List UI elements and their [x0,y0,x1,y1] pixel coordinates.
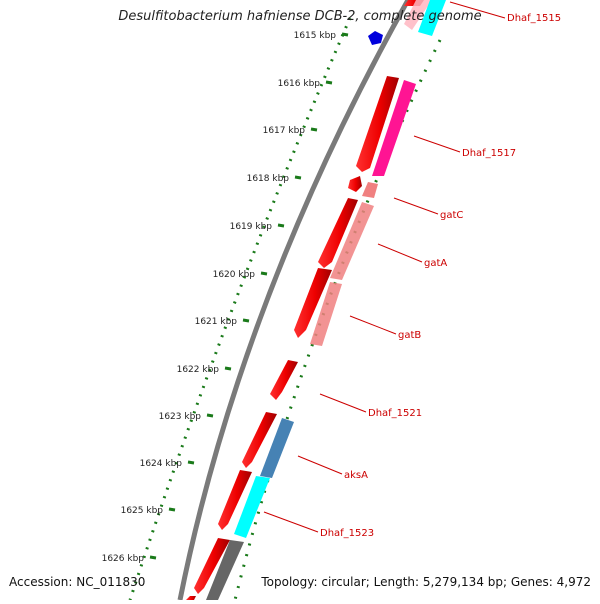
scale-tick-mark [149,555,157,560]
feature-next-cds-1[interactable] [194,538,230,594]
feature-dhaf-1523-outer[interactable] [234,476,270,538]
scale-tick-label: 1617 kbp [263,126,306,136]
gene-label[interactable]: gatA [424,258,447,269]
gene-callout-line [413,135,461,153]
scale-tick-label: 1625 kbp [121,506,164,516]
scale-tick-label: 1624 kbp [140,459,183,469]
gene-label[interactable]: gatB [398,330,421,341]
gene-callout-line [393,197,439,215]
scale-tick-mark [206,413,214,418]
scale-ticks: 1615 kbp 1616 kbp 1617 kbp 1618 kbp 1619 kbp… [102,31,349,564]
map-title: Desulfitobacterium hafniense DCB-2, comp… [118,9,482,24]
scale-tick-label: 1621 kbp [195,317,238,327]
scale-tick-mark [168,507,176,512]
scale-tick-label: 1619 kbp [230,222,273,232]
feature-dhaf-1523-cds[interactable] [218,470,252,530]
scale-tick-label: 1616 kbp [278,79,321,89]
feature-next-cds-2[interactable] [186,596,196,600]
scale-tick-label: 1618 kbp [247,174,290,184]
feature-gatc-outer[interactable] [362,182,378,198]
feature-gata-cds[interactable] [318,198,358,268]
gene-callouts: Dhaf_1515 Dhaf_1517 gatC gatA gatB Dhaf_1521a… [263,1,561,539]
scale-tick-label: 1623 kbp [159,412,202,422]
gene-callout-line [297,455,343,475]
scale-tick-mark [310,127,318,132]
feature-gray-outer[interactable] [206,540,244,600]
feature-aksa-outer[interactable] [260,418,294,478]
genome-summary: Topology: circular; Length: 5,279,134 bp… [261,575,591,589]
scale-tick-label: 1622 kbp [177,365,220,375]
gene-callout-line [263,511,319,533]
feature-dhaf-1521-cds[interactable] [270,360,298,400]
genome-backbone [177,0,411,601]
feature-dhaf-1517-outer[interactable] [372,80,416,176]
gene-label[interactable]: Dhaf_1521 [368,408,422,419]
gene-label[interactable]: gatC [440,210,463,221]
feature-gatb-cds[interactable] [294,268,332,338]
gene-label[interactable]: Dhaf_1517 [462,148,516,159]
gene-callout-line [349,315,397,335]
feature-gatb-outer[interactable] [310,282,342,346]
gene-label[interactable]: Dhaf_1515 [507,13,561,24]
scale-tick-label: 1615 kbp [294,31,337,41]
gene-callout-line [319,393,367,413]
feature-aksa-cds[interactable] [242,412,277,468]
feature-dotted-arc [233,39,442,601]
scale-tick-mark [325,80,333,85]
scale-tick-mark [187,460,195,465]
blue-marker-icon [368,31,383,45]
scale-tick-mark [294,175,302,180]
gene-label[interactable]: aksA [344,470,368,481]
feature-pink-top[interactable] [404,0,432,30]
feature-cyan-top[interactable] [418,0,446,36]
scale-dotted-arc [128,17,352,601]
scale-tick-mark [242,318,250,323]
accession-label: Accession: NC_011830 [9,575,146,589]
feature-gata-outer[interactable] [330,202,374,280]
scale-tick-label: 1620 kbp [213,270,256,280]
scale-tick-mark [277,223,285,228]
gene-callout-line [449,1,506,19]
feature-gatc-cds[interactable] [348,176,362,192]
gene-label[interactable]: Dhaf_1523 [320,528,374,539]
scale-tick-label: 1626 kbp [102,554,145,564]
feature-dhaf-1517-cds[interactable] [356,76,399,172]
scale-tick-mark [224,366,232,371]
scale-tick-mark [341,32,349,37]
gene-callout-line [377,243,423,263]
scale-tick-mark [260,271,268,276]
